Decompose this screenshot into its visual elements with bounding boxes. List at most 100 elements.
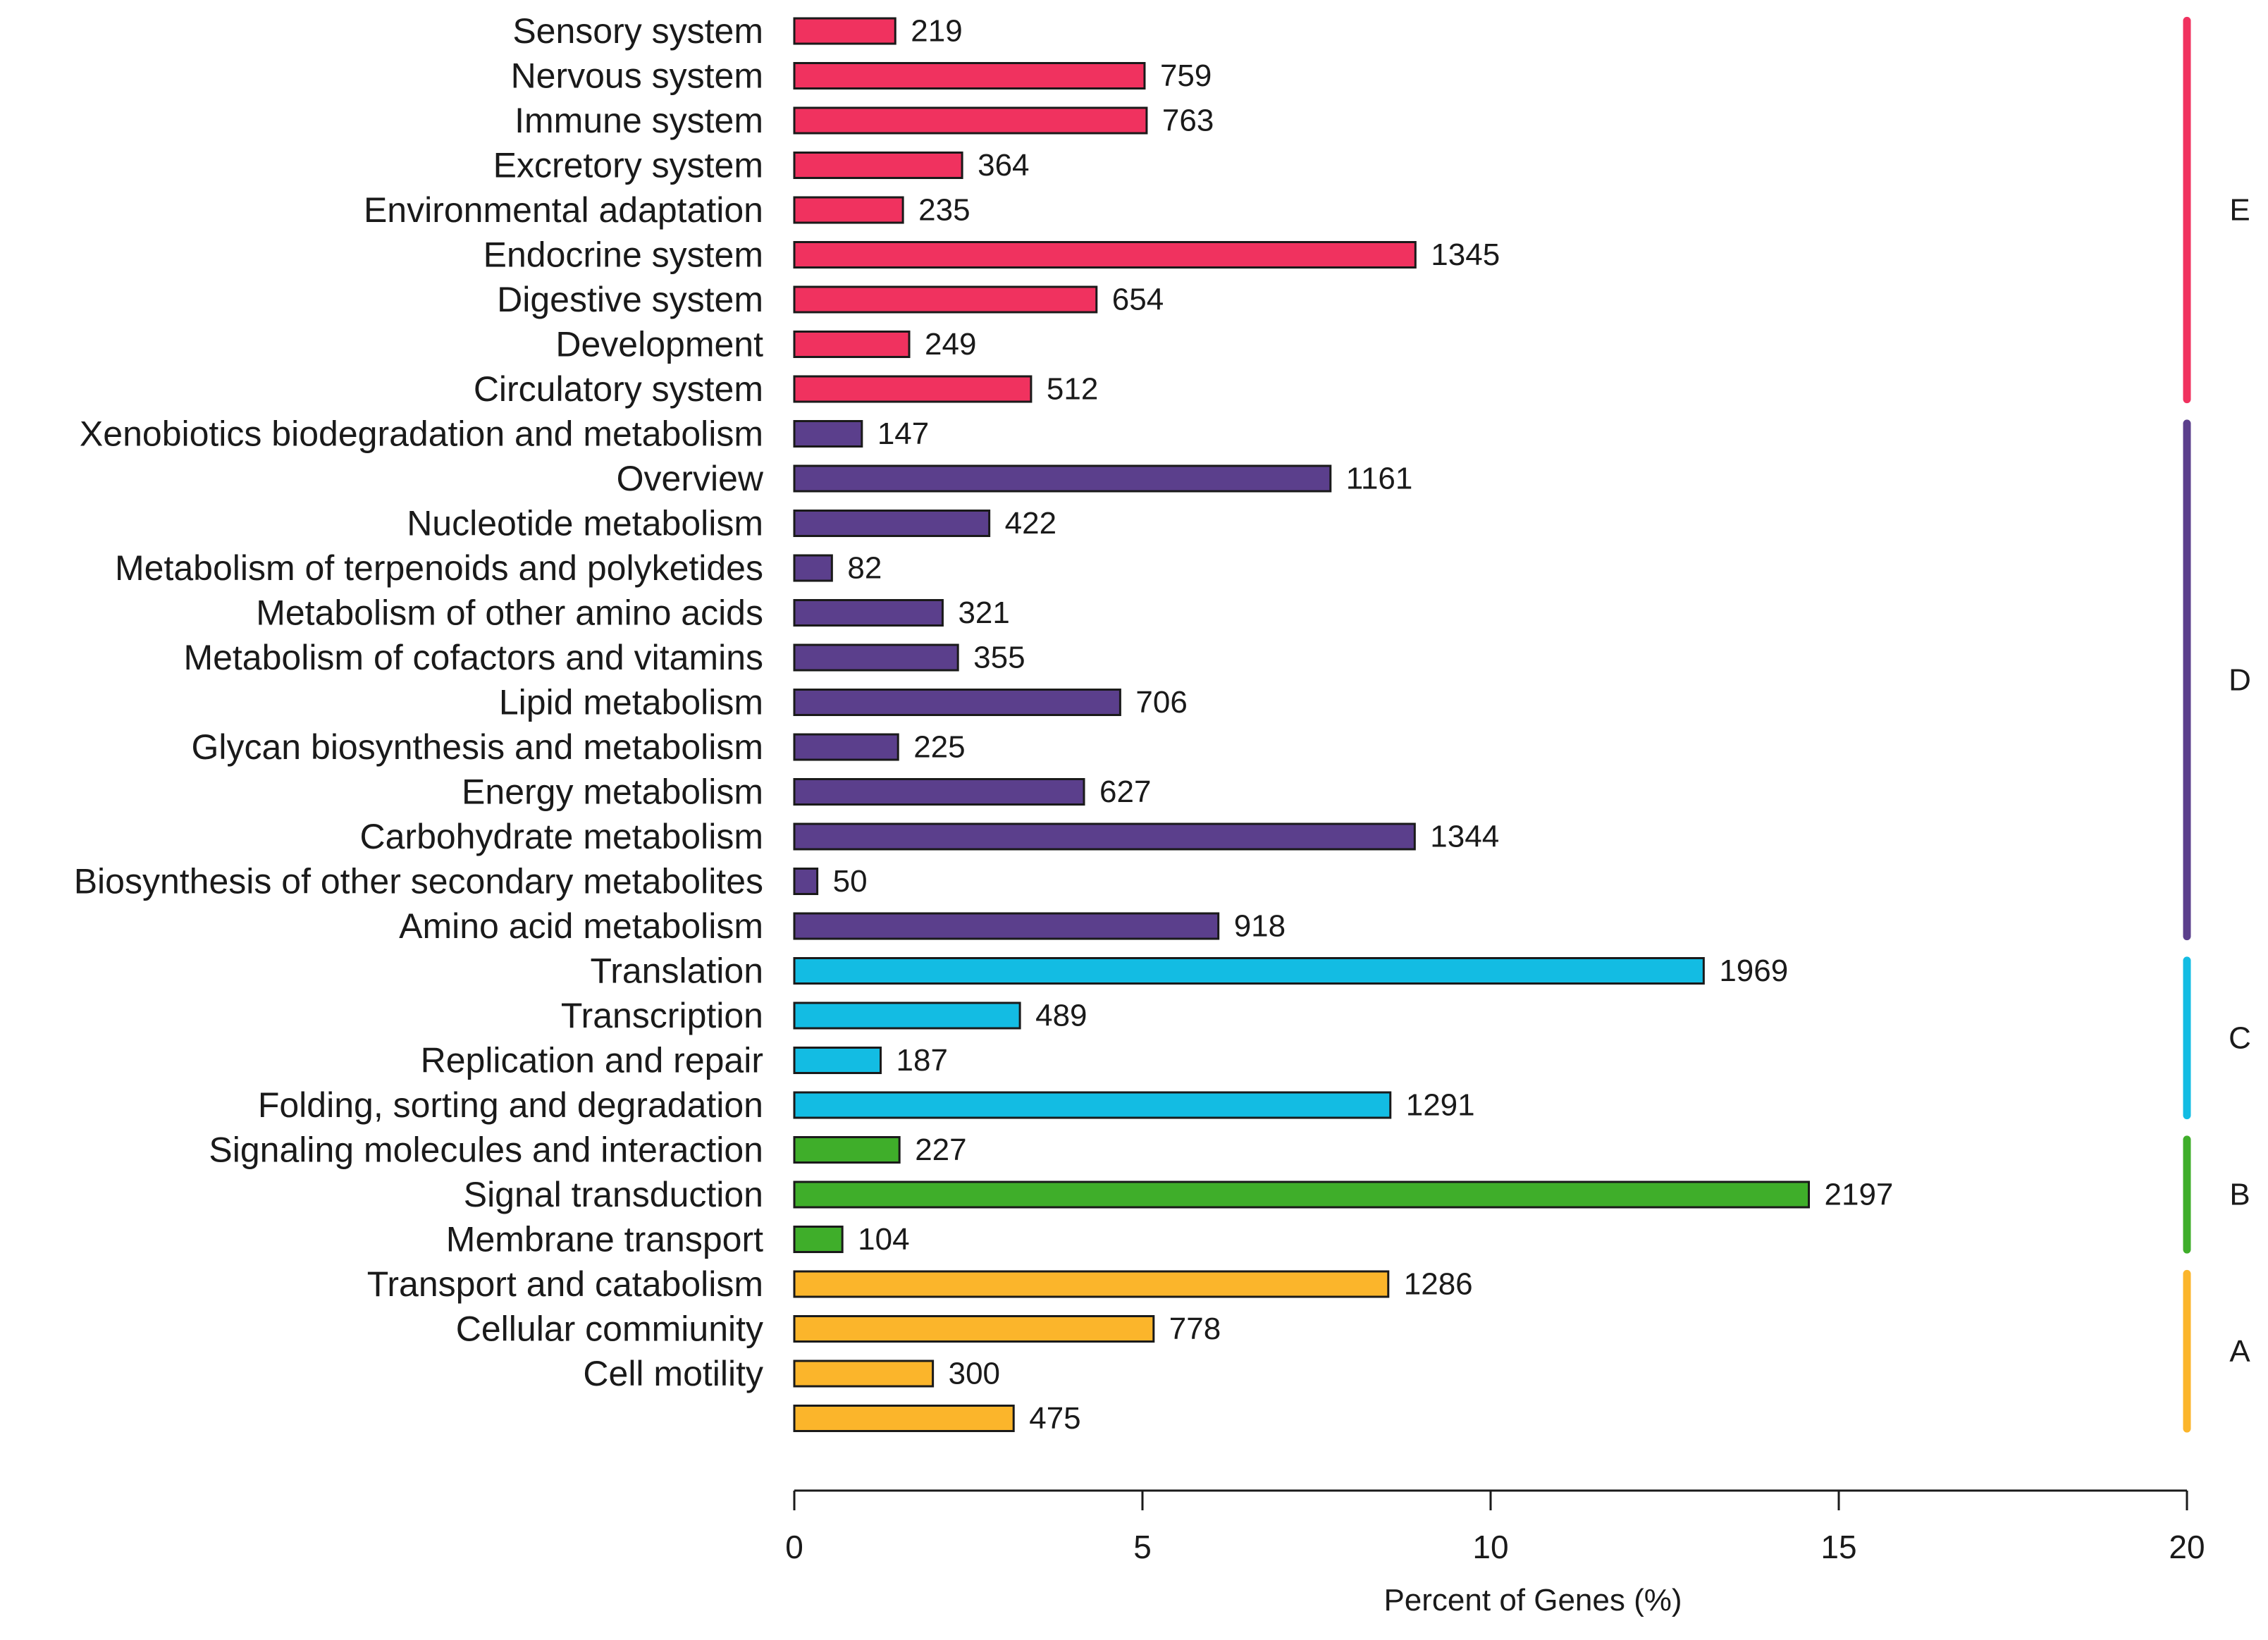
category-label-endocrine-system: Endocrine system — [483, 235, 763, 275]
value-label-digestive-system: 654 — [1112, 283, 1164, 317]
value-label-signal-transduction: 2197 — [1825, 1178, 1894, 1212]
bar-signaling-molecules-and-interaction — [793, 1136, 901, 1164]
category-label-excretory-system: Excretory system — [493, 146, 763, 185]
category-label-environmental-adaptation: Environmental adaptation — [364, 190, 763, 230]
value-label-environmental-adaptation: 235 — [918, 193, 970, 228]
value-label-development: 249 — [925, 327, 976, 362]
bar-environmental-adaptation — [793, 196, 904, 224]
category-label-translation: Translation — [591, 951, 763, 991]
bar-development — [793, 331, 911, 358]
x-tick-label-10: 10 — [1472, 1529, 1508, 1565]
value-label-transport-and-catabolism: 1286 — [1404, 1267, 1473, 1302]
category-label-nucleotide-metabolism: Nucleotide metabolism — [407, 504, 763, 543]
value-label-translation: 1969 — [1719, 954, 1788, 988]
value-label-immune-system: 763 — [1162, 104, 1214, 138]
bar-xenobiotics-biodegradation-and-metabolism — [793, 420, 863, 448]
category-label-xenobiotics-biodegradation-and-metabolism: Xenobiotics biodegradation and metabolis… — [80, 414, 763, 454]
bar-membrane-transport — [793, 1226, 844, 1253]
category-label-metabolism-of-cofactors-and-vitamins: Metabolism of cofactors and vitamins — [183, 638, 763, 677]
bar-glycan-biosynthesis-and-metabolism — [793, 733, 899, 761]
category-label-overview: Overview — [617, 459, 764, 498]
bar-endocrine-system — [793, 241, 1417, 269]
x-axis-title: Percent of Genes (%) — [1383, 1583, 1682, 1617]
value-label-metabolism-of-other-amino-acids: 321 — [958, 596, 1009, 630]
bar-folding-sorting-and-degradation — [793, 1091, 1392, 1119]
value-label-row-32: 475 — [1029, 1401, 1080, 1436]
bar-cellular-commiunity — [793, 1315, 1155, 1343]
bar-signal-transduction — [793, 1180, 1811, 1209]
x-axis: 0 5 10 15 20 Percent of Genes (%) — [785, 1489, 2205, 1617]
category-label-replication-and-repair: Replication and repair — [421, 1041, 763, 1080]
category-label-cell-motility: Cell motility — [583, 1354, 763, 1393]
group-label-c: C — [2229, 1021, 2251, 1055]
category-label-carbohydrate-metabolism: Carbohydrate metabolism — [360, 817, 764, 856]
value-label-transcription: 489 — [1035, 999, 1087, 1033]
bar-overview — [793, 464, 1332, 493]
category-label-circulatory-system: Circulatory system — [474, 369, 763, 409]
value-label-circulatory-system: 512 — [1047, 372, 1098, 407]
category-label-energy-metabolism: Energy metabolism — [462, 772, 763, 812]
x-tick-label-5: 5 — [1133, 1529, 1152, 1565]
category-label-metabolism-of-other-amino-acids: Metabolism of other amino acids — [256, 593, 763, 633]
value-label-replication-and-repair: 187 — [896, 1043, 948, 1078]
value-label-nervous-system: 759 — [1160, 58, 1212, 93]
value-label-overview: 1161 — [1346, 462, 1413, 496]
value-label-signaling-molecules-and-interaction: 227 — [915, 1133, 966, 1167]
value-label-metabolism-of-terpenoids-and-polyketides: 82 — [847, 551, 882, 586]
value-label-metabolism-of-cofactors-and-vitamins: 355 — [973, 641, 1025, 675]
category-label-sensory-system: Sensory system — [512, 11, 763, 51]
bar-metabolism-of-terpenoids-and-polyketides — [793, 554, 833, 582]
bar-amino-acid-metabolism — [793, 912, 1220, 940]
value-label-energy-metabolism: 627 — [1099, 775, 1151, 809]
bar-nucleotide-metabolism — [793, 510, 991, 537]
category-label-amino-acid-metabolism: Amino acid metabolism — [399, 906, 763, 946]
value-label-endocrine-system: 1345 — [1431, 238, 1500, 272]
bars-layer: Sensory system 219 Nervous system 759 Immune… — [74, 11, 1894, 1436]
category-label-nervous-system: Nervous system — [511, 56, 763, 96]
bar-metabolism-of-other-amino-acids — [793, 599, 944, 627]
group-label-a: A — [2229, 1334, 2250, 1369]
group-label-d: D — [2229, 662, 2251, 697]
bar-replication-and-repair — [793, 1047, 882, 1074]
category-label-signaling-molecules-and-interaction: Signaling molecules and interaction — [209, 1130, 763, 1170]
value-label-carbohydrate-metabolism: 1344 — [1430, 820, 1499, 854]
category-label-immune-system: Immune system — [514, 101, 763, 140]
bar-sensory-system — [793, 17, 896, 45]
value-label-lipid-metabolism: 706 — [1135, 685, 1187, 720]
x-tick-label-20: 20 — [2169, 1529, 2205, 1565]
category-label-folding-sorting-and-degradation: Folding, sorting and degradation — [258, 1085, 763, 1125]
category-label-digestive-system: Digestive system — [497, 280, 763, 319]
bar-translation — [793, 957, 1705, 985]
bar-biosynthesis-of-other-secondary-metabolites — [793, 868, 819, 895]
value-label-amino-acid-metabolism: 918 — [1234, 909, 1286, 944]
x-tick-label-15: 15 — [1820, 1529, 1856, 1565]
value-label-biosynthesis-of-other-secondary-metabolites: 50 — [833, 864, 868, 899]
x-tick-label-0: 0 — [785, 1529, 803, 1565]
value-label-cellular-commiunity: 778 — [1169, 1312, 1221, 1346]
bar-row-32 — [793, 1405, 1015, 1432]
value-label-folding-sorting-and-degradation: 1291 — [1406, 1088, 1475, 1123]
value-label-excretory-system: 364 — [978, 148, 1029, 183]
value-label-nucleotide-metabolism: 422 — [1005, 506, 1056, 541]
category-label-signal-transduction: Signal transduction — [464, 1175, 763, 1214]
category-label-transcription: Transcription — [561, 996, 763, 1035]
value-label-xenobiotics-biodegradation-and-metabolism: 147 — [877, 417, 929, 451]
category-label-metabolism-of-terpenoids-and-polyketides: Metabolism of terpenoids and polyketides — [115, 548, 763, 588]
value-label-sensory-system: 219 — [911, 14, 962, 49]
bar-excretory-system — [793, 152, 963, 179]
group-label-e: E — [2229, 193, 2250, 228]
category-label-membrane-transport: Membrane transport — [446, 1220, 763, 1259]
bar-transcription — [793, 1001, 1021, 1030]
bar-metabolism-of-cofactors-and-vitamins — [793, 643, 959, 672]
category-label-lipid-metabolism: Lipid metabolism — [499, 683, 763, 722]
bar-carbohydrate-metabolism — [793, 822, 1416, 851]
bar-cell-motility — [793, 1360, 935, 1388]
value-label-cell-motility: 300 — [949, 1357, 1000, 1391]
category-label-cellular-commiunity: Cellular commiunity — [456, 1309, 763, 1349]
bar-circulatory-system — [793, 375, 1033, 403]
category-label-glycan-biosynthesis-and-metabolism: Glycan biosynthesis and metabolism — [192, 727, 764, 767]
category-label-biosynthesis-of-other-secondary-metabolites: Biosynthesis of other secondary metaboli… — [74, 862, 763, 901]
bar-digestive-system — [793, 285, 1098, 314]
